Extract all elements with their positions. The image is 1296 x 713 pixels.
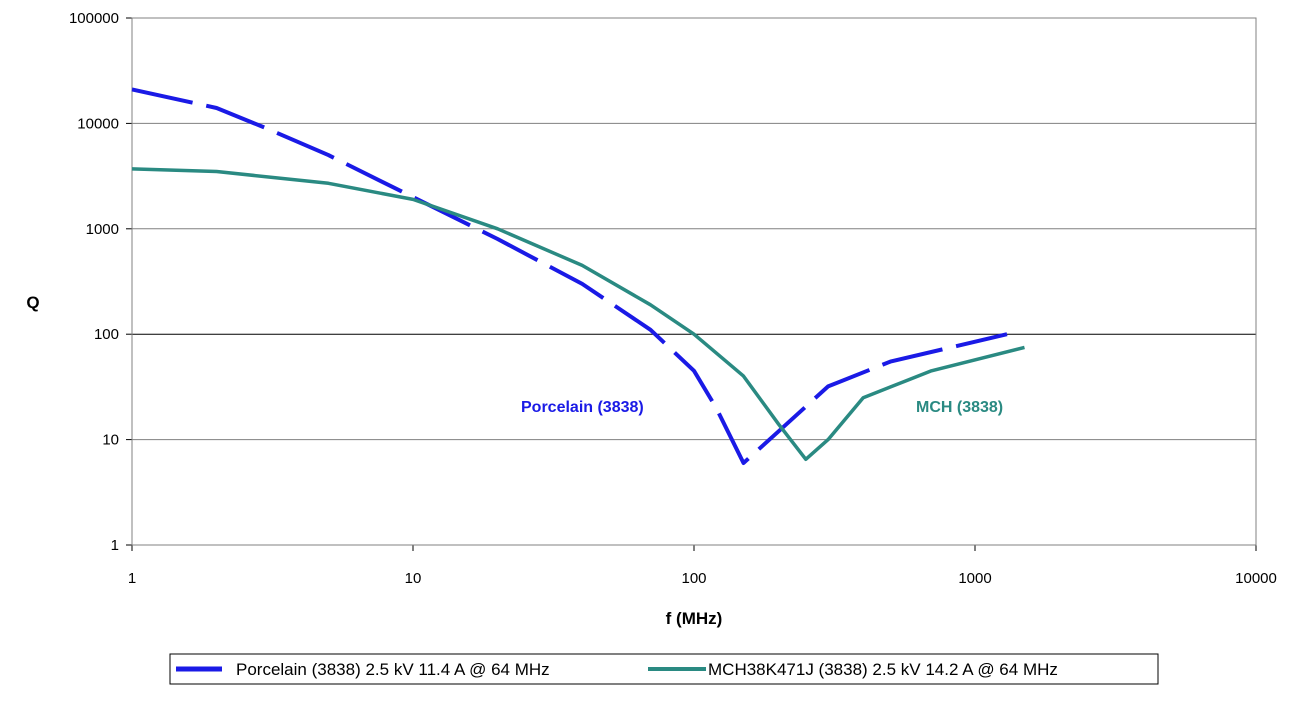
legend: Porcelain (3838) 2.5 kV 11.4 A @ 64 MHz … — [169, 653, 1159, 685]
x-tick-label: 10000 — [1235, 570, 1277, 587]
inline-label-porcelain: Porcelain (3838) — [521, 399, 644, 416]
y-tick-labels: 1 10 100 1000 10000 100000 — [69, 10, 119, 554]
series-line-porcelain — [131, 87, 1008, 465]
y-tick-label: 100000 — [69, 10, 119, 27]
plot-area-border — [131, 17, 1257, 546]
grid-lines — [126, 17, 1257, 551]
y-tick-label: 100 — [94, 326, 119, 343]
x-tick-label: 100 — [681, 570, 706, 587]
series-inline-labels: Porcelain (3838) MCH (3838) — [521, 399, 1003, 416]
series-line-mch — [131, 167, 1025, 462]
inline-label-mch: MCH (3838) — [916, 399, 1003, 416]
x-axis-title: f (MHz) — [666, 609, 723, 628]
y-tick-label: 1000 — [86, 221, 119, 238]
series-lines — [131, 87, 1025, 465]
x-tick-label: 1000 — [958, 570, 991, 587]
legend-label-porcelain: Porcelain (3838) 2.5 kV 11.4 A @ 64 MHz — [236, 660, 550, 679]
x-tick-label: 1 — [128, 570, 136, 587]
y-tick-label: 1 — [111, 537, 119, 554]
y-axis-title: Q — [26, 293, 39, 312]
y-tick-label: 10 — [102, 432, 119, 449]
x-tick-labels: 1 10 100 1000 10000 — [128, 570, 1277, 587]
x-tick-label: 10 — [405, 570, 422, 587]
y-tick-label: 10000 — [77, 115, 119, 132]
legend-label-mch: MCH38K471J (3838) 2.5 kV 14.2 A @ 64 MHz — [708, 660, 1058, 679]
